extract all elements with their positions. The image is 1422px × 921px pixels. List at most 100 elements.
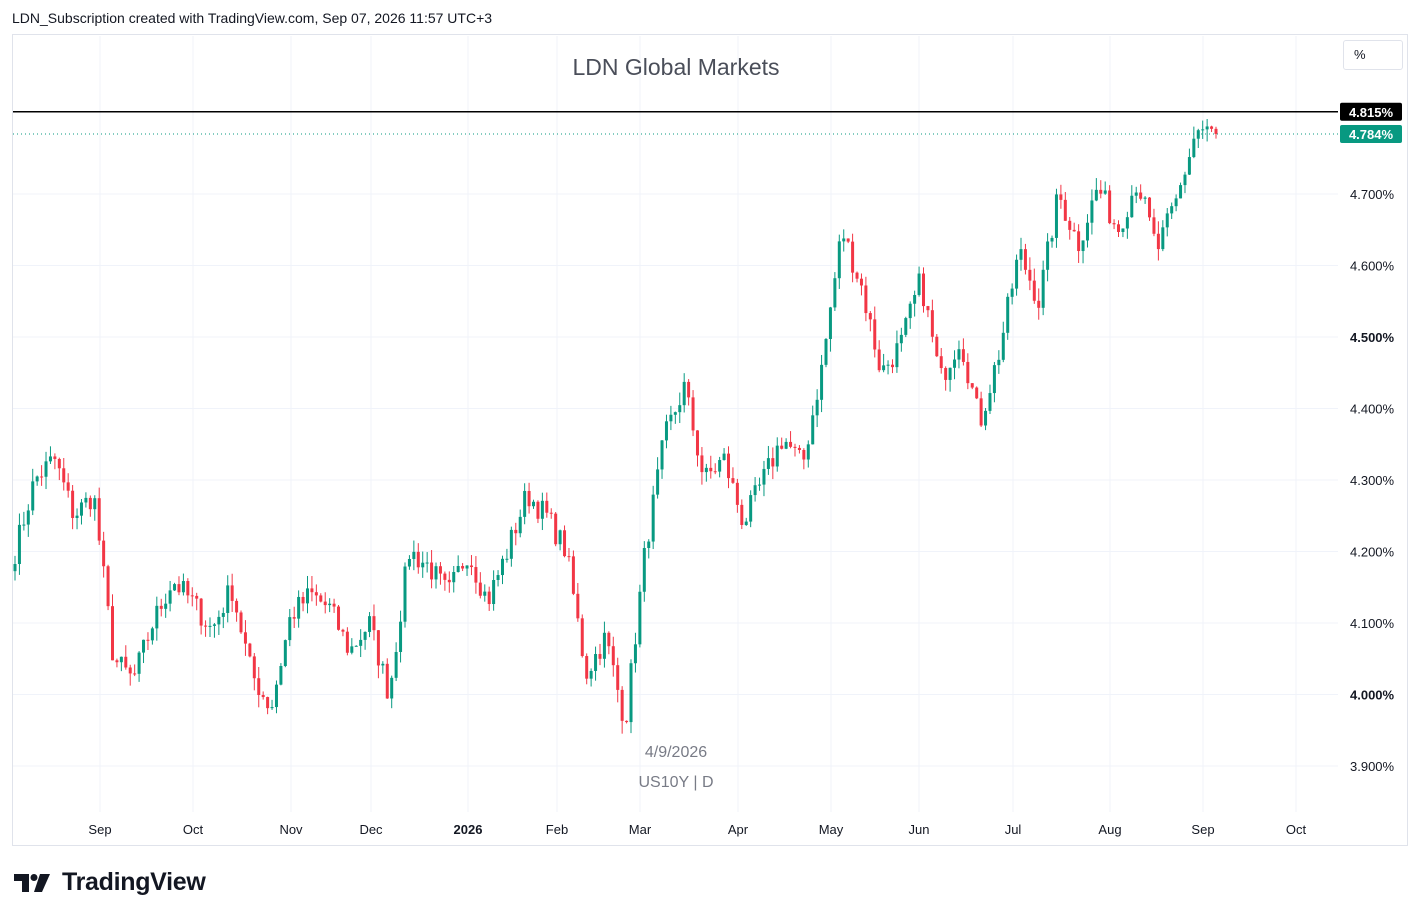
candle-body	[1201, 129, 1205, 131]
candle-body	[567, 556, 571, 558]
candle-body	[833, 278, 837, 308]
candle-body	[1010, 288, 1014, 297]
candle-body	[633, 644, 637, 664]
percent-scale-button[interactable]: %	[1343, 40, 1403, 70]
candle-body	[492, 580, 496, 605]
x-tick-label: Apr	[728, 822, 749, 837]
candle-body	[1205, 126, 1209, 130]
candle-body	[687, 381, 691, 398]
candle-body	[811, 415, 815, 445]
candle-body	[79, 502, 83, 516]
candle-body	[261, 695, 265, 698]
x-tick-label: Oct	[183, 822, 204, 837]
candle-body	[616, 665, 620, 690]
candle-body	[17, 524, 21, 565]
candle-body	[913, 294, 917, 304]
candle-body	[611, 646, 615, 666]
candle-body	[758, 484, 762, 486]
tradingview-brand[interactable]: TradingView	[14, 868, 206, 897]
candle-body	[248, 643, 252, 657]
candle-body	[1032, 280, 1036, 301]
candle-body	[620, 689, 624, 721]
candle-body	[828, 307, 832, 339]
x-tick-label: Sep	[1191, 822, 1214, 837]
candle-body	[704, 467, 708, 473]
candle-body	[1148, 197, 1152, 218]
candle-body	[664, 421, 668, 441]
candle-body	[155, 605, 159, 629]
candle-body	[230, 585, 234, 601]
candle-body	[314, 592, 318, 596]
candle-body	[399, 621, 403, 652]
candle-body	[984, 410, 988, 426]
candle-body	[40, 476, 44, 478]
candle-body	[496, 575, 500, 581]
candle-body	[713, 471, 717, 473]
candle-body	[540, 500, 544, 519]
candle-body	[483, 591, 487, 596]
candle-body	[505, 558, 509, 560]
candle-body	[1081, 240, 1085, 252]
candle-body	[208, 625, 212, 627]
candle-body	[124, 656, 128, 668]
candle-body	[837, 241, 841, 279]
candle-body	[243, 632, 247, 644]
candle-body	[1117, 224, 1121, 232]
candle-body	[806, 444, 810, 460]
candle-body	[727, 453, 731, 479]
candle-body	[190, 595, 194, 597]
candle-body	[824, 338, 828, 365]
candle-body	[762, 468, 766, 485]
x-tick-label: Mar	[629, 822, 652, 837]
candle-body	[195, 595, 199, 599]
candle-body	[642, 547, 646, 592]
candle-body	[917, 273, 921, 295]
candle-body	[935, 336, 939, 357]
candle-body	[966, 361, 970, 384]
current-price-label: 4.784%	[1349, 127, 1394, 142]
candle-body	[975, 387, 979, 399]
candle-body	[199, 598, 203, 626]
candle-body	[350, 646, 354, 653]
candle-body	[204, 625, 208, 627]
candle-body	[904, 318, 908, 335]
candle-body	[859, 278, 863, 286]
candle-body	[44, 461, 48, 477]
y-tick-label: 4.700%	[1350, 187, 1395, 202]
candle-body	[970, 383, 974, 388]
candle-body	[789, 441, 793, 447]
candle-body	[292, 617, 296, 619]
candle-body	[877, 349, 881, 371]
candle-body	[527, 490, 531, 507]
candle-body	[443, 573, 447, 580]
candle-body	[270, 707, 274, 709]
candle-body	[456, 566, 460, 573]
candle-body	[700, 455, 704, 473]
candle-body	[882, 365, 886, 371]
candle-body	[908, 303, 912, 319]
candle-body	[930, 310, 934, 337]
candle-body	[146, 639, 150, 641]
candle-body	[549, 512, 553, 514]
candle-body	[890, 364, 894, 368]
candle-body	[376, 630, 380, 666]
candle-body	[310, 588, 314, 593]
x-tick-label: Oct	[1286, 822, 1307, 837]
chart-title: LDN Global Markets	[572, 54, 779, 80]
candle-body	[421, 562, 425, 568]
candle-body	[1046, 241, 1050, 270]
candle-body	[979, 398, 983, 426]
candle-body	[820, 364, 824, 400]
high-price-label: 4.815%	[1349, 105, 1394, 120]
candle-body	[895, 343, 899, 368]
candle-body	[709, 467, 713, 472]
candle-body	[62, 468, 66, 483]
y-tick-label: 4.600%	[1350, 259, 1395, 274]
candle-body	[842, 238, 846, 242]
y-tick-label: 3.900%	[1350, 759, 1395, 774]
high-price-badge	[1340, 102, 1402, 121]
candle-body	[478, 582, 482, 596]
grid-lines	[13, 36, 1338, 812]
candle-body	[1037, 300, 1041, 308]
